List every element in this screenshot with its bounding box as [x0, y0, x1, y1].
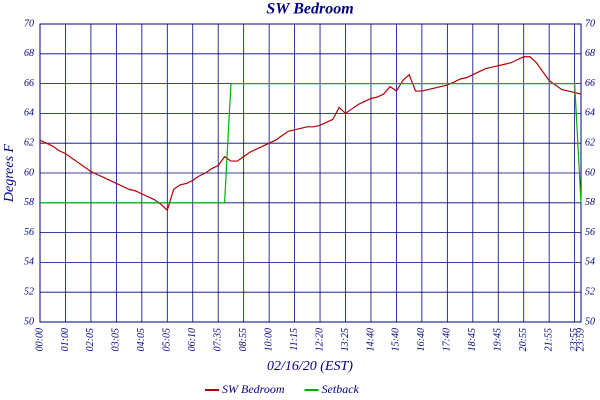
series-line [39, 56, 582, 212]
x-tick-label: 04:05 [136, 328, 147, 351]
x-tick-label: 00:00 [34, 328, 45, 351]
x-tick-label: 18:45 [467, 328, 478, 351]
x-tick-label: 14:40 [365, 328, 376, 351]
y2-tick-label: 56 [585, 227, 595, 238]
x-tick-label: 15:40 [391, 328, 402, 351]
y2-tick-label: 66 [585, 78, 595, 89]
series-line [40, 83, 582, 204]
y2-tick-label: 52 [585, 286, 595, 297]
y2-tick-label: 68 [585, 48, 595, 59]
y2-tick-label: 58 [585, 197, 595, 208]
x-tick-label: 03:05 [111, 328, 122, 351]
y-axis-label: Degrees F [2, 143, 17, 203]
x-tick-label: 23:55 [569, 328, 580, 351]
y-tick-label: 50 [24, 316, 34, 327]
y-tick-label: 58 [24, 197, 34, 208]
y2-tick-label: 54 [585, 257, 595, 268]
y2-tick-label: 60 [585, 167, 595, 178]
x-tick-label: 10:00 [263, 328, 274, 351]
y2-tick-label: 70 [585, 18, 595, 29]
x-tick-label: 12:20 [314, 328, 325, 351]
x-tick-label: 17:40 [442, 328, 453, 351]
y-tick-label: 54 [24, 257, 34, 268]
x-tick-label: 01:00 [60, 328, 71, 351]
x-tick-label: 07:35 [213, 328, 224, 351]
legend-label: SW Bedroom [222, 382, 285, 396]
y-tick-label: 68 [24, 48, 34, 59]
legend: SW Bedroom Setback [205, 382, 360, 396]
x-tick-label: 16:40 [416, 328, 427, 351]
x-tick-label: 13:25 [340, 328, 351, 351]
x-axis-label: 02/16/20 (EST) [267, 359, 353, 374]
x-tick-label: 08:55 [238, 328, 249, 351]
x-tick-label: 21:55 [543, 328, 554, 351]
y2-tick-label: 50 [585, 316, 595, 327]
x-tick-label: 05:05 [162, 328, 173, 351]
x-tick-label: 02:05 [85, 328, 96, 351]
y-tick-label: 70 [24, 18, 34, 29]
x-tick-label: 11:15 [289, 328, 300, 351]
chart-title: SW Bedroom [266, 1, 353, 18]
y-tick-label: 56 [24, 227, 34, 238]
x-tick-label: 06:10 [187, 328, 198, 351]
y-tick-label: 62 [24, 137, 34, 148]
y-tick-label: 64 [24, 108, 34, 119]
y-tick-label: 66 [24, 78, 34, 89]
y2-tick-label: 64 [585, 108, 595, 119]
x-tick-label: 19:45 [493, 328, 504, 351]
y-tick-label: 60 [24, 167, 34, 178]
x-tick-label: 23:59 [575, 328, 586, 351]
x-tick-label: 20:55 [518, 328, 529, 351]
y-tick-label: 52 [24, 286, 34, 297]
legend-label: Setback [322, 382, 360, 396]
y2-tick-label: 62 [585, 137, 595, 148]
